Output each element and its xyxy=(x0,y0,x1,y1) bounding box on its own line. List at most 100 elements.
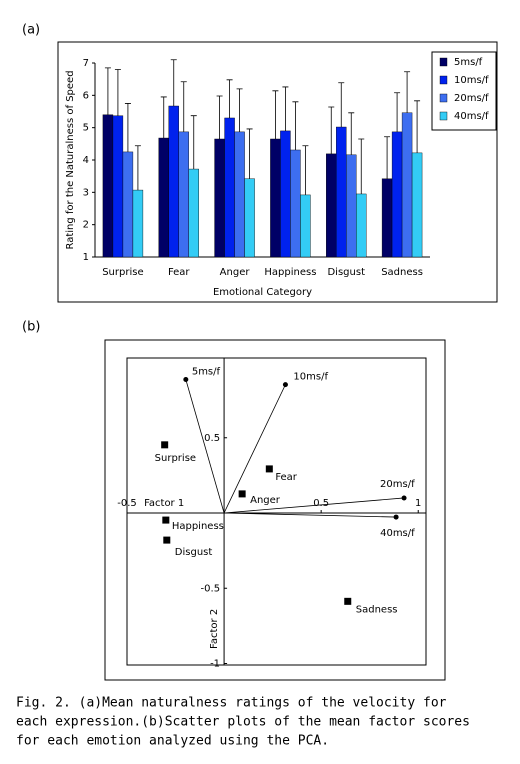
loading-point xyxy=(282,382,288,388)
x-tick-label: Disgust xyxy=(327,267,365,278)
error-bar xyxy=(236,88,243,132)
bar xyxy=(356,193,367,258)
error-bar xyxy=(292,101,299,150)
y-tick-label: 4 xyxy=(83,155,89,166)
bar xyxy=(381,178,393,258)
loading-label: 20ms/f xyxy=(380,479,415,490)
error-bar xyxy=(134,145,141,191)
loading-line xyxy=(224,512,397,518)
error-bar xyxy=(124,103,131,152)
x-tick-label: Happiness xyxy=(264,267,316,278)
error-bar xyxy=(282,86,289,131)
error-bar xyxy=(302,145,309,195)
bar xyxy=(132,189,144,258)
bar xyxy=(290,149,301,258)
legend-swatch xyxy=(439,111,448,121)
panel-label: (b) xyxy=(22,320,40,335)
bar xyxy=(112,115,124,258)
legend-swatch xyxy=(439,57,448,67)
y-tick-label: -0.5 xyxy=(201,583,221,594)
bar xyxy=(326,153,337,258)
error-bar xyxy=(272,90,279,139)
error-bar xyxy=(394,92,401,132)
y-tick-label: 0.5 xyxy=(204,433,220,444)
point xyxy=(162,516,170,524)
y-tick-label: 3 xyxy=(83,187,89,198)
loading-point xyxy=(393,514,399,520)
bar xyxy=(188,168,199,258)
panel-label: (a) xyxy=(22,23,40,38)
loading-line xyxy=(224,497,405,514)
bar xyxy=(244,178,255,258)
point-label: Fear xyxy=(275,472,297,483)
y-tick-label: -1 xyxy=(210,658,220,669)
bar xyxy=(178,131,189,258)
loading-point xyxy=(183,377,189,383)
loading-label: 10ms/f xyxy=(293,372,328,383)
point xyxy=(163,536,171,544)
error-bar xyxy=(190,115,197,170)
y-tick-label: 2 xyxy=(83,220,89,231)
bar xyxy=(224,117,235,258)
bar xyxy=(401,112,413,258)
error-bar xyxy=(216,95,223,139)
x-tick-label: 0.5 xyxy=(313,498,329,509)
point-label: Happiness xyxy=(172,521,224,532)
bar xyxy=(102,114,114,258)
loading-line xyxy=(223,384,286,514)
bar xyxy=(346,154,357,258)
bar xyxy=(168,105,179,258)
point xyxy=(265,465,273,473)
x-tick-label: Sadness xyxy=(381,267,423,278)
error-bar xyxy=(104,67,111,115)
point xyxy=(161,441,169,449)
error-bar xyxy=(404,71,411,113)
legend-label: 20ms/f xyxy=(454,93,489,104)
point-label: Surprise xyxy=(155,453,196,464)
bar xyxy=(214,138,225,258)
x-tick-label: Surprise xyxy=(102,267,143,278)
error-bar xyxy=(384,136,391,179)
point xyxy=(238,490,246,498)
bar xyxy=(122,151,134,258)
bar xyxy=(300,194,311,258)
error-bar xyxy=(348,112,355,155)
panel-frame xyxy=(104,339,446,681)
x-tick-label: 1 xyxy=(415,498,421,509)
bar xyxy=(411,152,423,258)
bar xyxy=(234,131,245,258)
point-label: Disgust xyxy=(175,547,213,558)
error-bar xyxy=(328,106,335,154)
error-bar xyxy=(180,81,187,132)
legend-label: 5ms/f xyxy=(454,57,483,68)
x-tick-label: -0.5 xyxy=(117,498,137,509)
x-tick-label: Anger xyxy=(220,267,251,278)
error-bar xyxy=(414,100,421,153)
loading-point xyxy=(401,495,407,501)
loading-line xyxy=(185,379,225,514)
error-bar xyxy=(226,79,233,118)
point-label: Sadness xyxy=(356,604,398,615)
bar xyxy=(391,131,403,258)
panel-frame xyxy=(57,41,498,303)
bar xyxy=(270,138,281,258)
error-bar xyxy=(338,82,345,128)
error-bar xyxy=(114,69,121,116)
legend-swatch xyxy=(439,93,448,103)
y-tick-label: 7 xyxy=(83,58,89,69)
caption-line: Fig. 2. (a)Mean naturalness ratings of t… xyxy=(16,696,447,711)
legend-label: 40ms/f xyxy=(454,111,489,122)
x-axis-label: Emotional Category xyxy=(213,287,312,298)
point xyxy=(344,597,352,605)
error-bar xyxy=(160,96,167,139)
error-bar xyxy=(170,59,177,107)
legend-swatch xyxy=(439,75,448,85)
loading-label: 40ms/f xyxy=(380,528,415,539)
y-tick-label: 5 xyxy=(83,123,89,134)
error-bar xyxy=(246,128,253,179)
x-tick-label: Fear xyxy=(168,267,190,278)
caption-line: each expression.(b)Scatter plots of the … xyxy=(16,715,470,730)
error-bar xyxy=(358,138,365,194)
bar xyxy=(280,130,291,258)
